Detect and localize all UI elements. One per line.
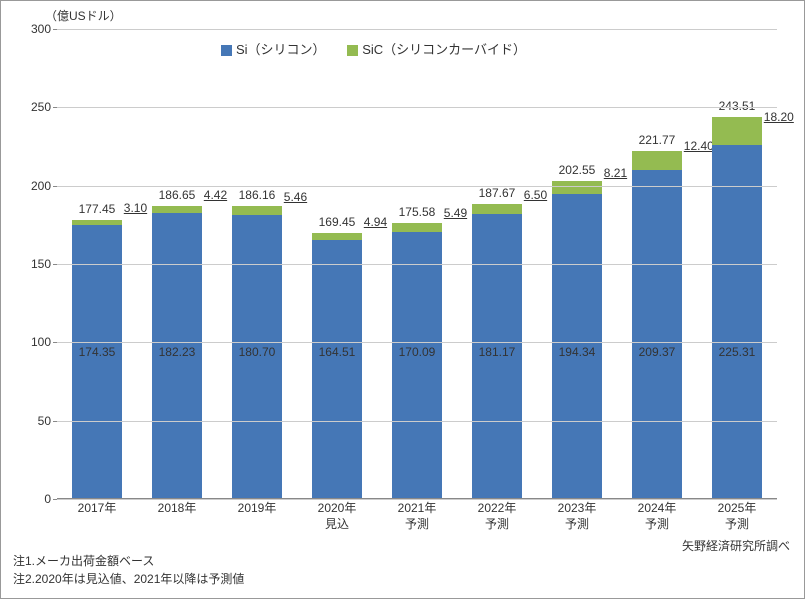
y-tick-label: 100: [11, 335, 51, 349]
bar-si-value: 174.35: [67, 345, 127, 359]
bar-group: 180.705.46186.16: [232, 28, 282, 498]
y-tick-mark: [53, 342, 57, 343]
bar-group: 209.3712.40221.77: [632, 28, 682, 498]
bar-group: 170.095.49175.58: [392, 28, 442, 498]
bar-total-value: 177.45: [62, 202, 132, 216]
bar-si-value: 181.17: [467, 345, 527, 359]
y-tick-label: 150: [11, 257, 51, 271]
bar-si: [712, 145, 762, 498]
y-tick-mark: [53, 107, 57, 108]
gridline: [57, 186, 777, 187]
bar-sic: [632, 151, 682, 170]
y-tick-label: 0: [11, 492, 51, 506]
bar-si-value: 180.70: [227, 345, 287, 359]
source-credit: 矢野経済研究所調べ: [682, 537, 790, 554]
bar-sic: [312, 233, 362, 241]
y-tick-label: 250: [11, 100, 51, 114]
bar-group: 181.176.50187.67: [472, 28, 522, 498]
gridline: [57, 264, 777, 265]
y-tick-mark: [53, 499, 57, 500]
y-tick-label: 200: [11, 179, 51, 193]
y-tick-mark: [53, 186, 57, 187]
x-tick-label: 2018年: [158, 501, 197, 517]
x-tick-label: 2024年 予測: [638, 501, 677, 532]
bar-si-value: 182.23: [147, 345, 207, 359]
gridline: [57, 499, 777, 500]
y-tick-mark: [53, 421, 57, 422]
gridline: [57, 29, 777, 30]
x-tick-label: 2020年 見込: [318, 501, 357, 532]
plot-area: 174.353.10177.45 182.234.42186.65 180.705.…: [57, 29, 777, 499]
bar-total-value: 175.58: [382, 205, 452, 219]
gridline: [57, 107, 777, 108]
x-tick-label: 2025年 予測: [718, 501, 757, 532]
footnote-1: 注1.メーカ出荷金額ベース: [13, 552, 244, 570]
bar-sic: [552, 181, 602, 194]
bar-si: [632, 170, 682, 498]
bar-si-value: 225.31: [707, 345, 767, 359]
x-tick-label: 2021年 予測: [398, 501, 437, 532]
bar-sic: [392, 223, 442, 232]
y-tick-label: 300: [11, 22, 51, 36]
bar-group: 182.234.42186.65: [152, 28, 202, 498]
bar-total-value: 187.67: [462, 186, 532, 200]
bar-si-value: 164.51: [307, 345, 367, 359]
y-tick-label: 50: [11, 414, 51, 428]
bar-total-value: 169.45: [302, 215, 372, 229]
gridline: [57, 342, 777, 343]
x-tick-label: 2019年: [238, 501, 277, 517]
footnotes: 注1.メーカ出荷金額ベース 注2.2020年は見込値、2021年以降は予測値: [13, 552, 244, 588]
y-tick-mark: [53, 29, 57, 30]
bar-sic: [232, 206, 282, 215]
bar-total-value: 186.65: [142, 188, 212, 202]
chart-container: （億USドル） Si（シリコン） SiC（シリコンカーバイド） 174.353.…: [0, 0, 805, 599]
bar-si: [312, 240, 362, 498]
bar-sic: [472, 204, 522, 214]
bar-total-value: 202.55: [542, 163, 612, 177]
bar-si-value: 209.37: [627, 345, 687, 359]
bar-total-value: 221.77: [622, 133, 692, 147]
footnote-2: 注2.2020年は見込値、2021年以降は予測値: [13, 570, 244, 588]
y-axis-unit: （億USドル）: [45, 7, 122, 24]
bar-total-value: 186.16: [222, 188, 292, 202]
bar-sic: [72, 220, 122, 225]
bar-si: [72, 225, 122, 498]
gridline: [57, 421, 777, 422]
bar-group: 225.3118.20243.51: [712, 28, 762, 498]
bar-si-value: 170.09: [387, 345, 447, 359]
bar-si: [392, 232, 442, 498]
bar-sic: [712, 117, 762, 146]
x-tick-label: 2017年: [78, 501, 117, 517]
bar-group: 164.514.94169.45: [312, 28, 362, 498]
bar-group: 194.348.21202.55: [552, 28, 602, 498]
bar-group: 174.353.10177.45: [72, 28, 122, 498]
x-tick-label: 2023年 予測: [558, 501, 597, 532]
bar-sic: [152, 206, 202, 213]
x-tick-label: 2022年 予測: [478, 501, 517, 532]
bar-si-value: 194.34: [547, 345, 607, 359]
y-tick-mark: [53, 264, 57, 265]
bar-total-value: 243.51: [702, 99, 772, 113]
